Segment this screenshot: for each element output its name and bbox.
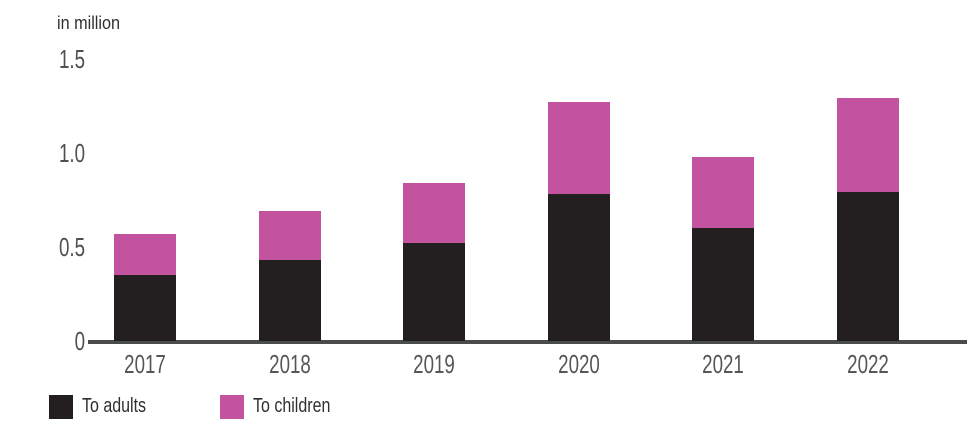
legend-item-children: To children <box>220 394 350 419</box>
bar-2021 <box>692 157 754 341</box>
x-axis-label-2019: 2019 <box>413 349 455 379</box>
bar-2021-adults-segment <box>692 228 754 341</box>
bar-2019-adults-segment <box>403 243 465 341</box>
bar-2020 <box>548 102 610 341</box>
bar-2017-adults-segment <box>114 275 176 341</box>
bar-2019 <box>403 183 465 341</box>
y-tick-label-0.5: 0.5 <box>58 232 85 262</box>
bar-2018-adults-segment <box>259 260 321 341</box>
legend-label-adults: To adults <box>82 395 147 417</box>
x-axis-label-2022: 2022 <box>847 349 889 379</box>
bar-2017 <box>114 234 176 341</box>
x-axis-line <box>88 340 967 344</box>
legend-swatch-children <box>220 394 244 419</box>
bar-2020-adults-segment <box>548 194 610 341</box>
y-tick-label-0: 0 <box>74 326 85 356</box>
y-tick-label-1.0: 1.0 <box>58 138 85 168</box>
bar-2021-children-segment <box>692 157 754 228</box>
x-axis-label-2018: 2018 <box>269 349 311 379</box>
bar-2022-children-segment <box>837 98 899 192</box>
bar-2020-children-segment <box>548 102 610 194</box>
bar-2022-adults-segment <box>837 192 899 341</box>
legend-label-children: To children <box>253 395 331 417</box>
bar-2019-children-segment <box>403 183 465 243</box>
legend-item-adults: To adults <box>49 394 162 419</box>
legend-swatch-adults <box>49 394 73 419</box>
x-axis-label-2021: 2021 <box>702 349 744 379</box>
x-axis-label-2020: 2020 <box>558 349 600 379</box>
y-axis-unit-label: in million <box>57 13 121 33</box>
bar-2022 <box>837 98 899 341</box>
bar-2018-children-segment <box>259 211 321 260</box>
bar-2017-children-segment <box>114 234 176 275</box>
bar-2018 <box>259 211 321 341</box>
y-tick-label-1.5: 1.5 <box>58 44 85 74</box>
x-axis-label-2017: 2017 <box>124 349 166 379</box>
